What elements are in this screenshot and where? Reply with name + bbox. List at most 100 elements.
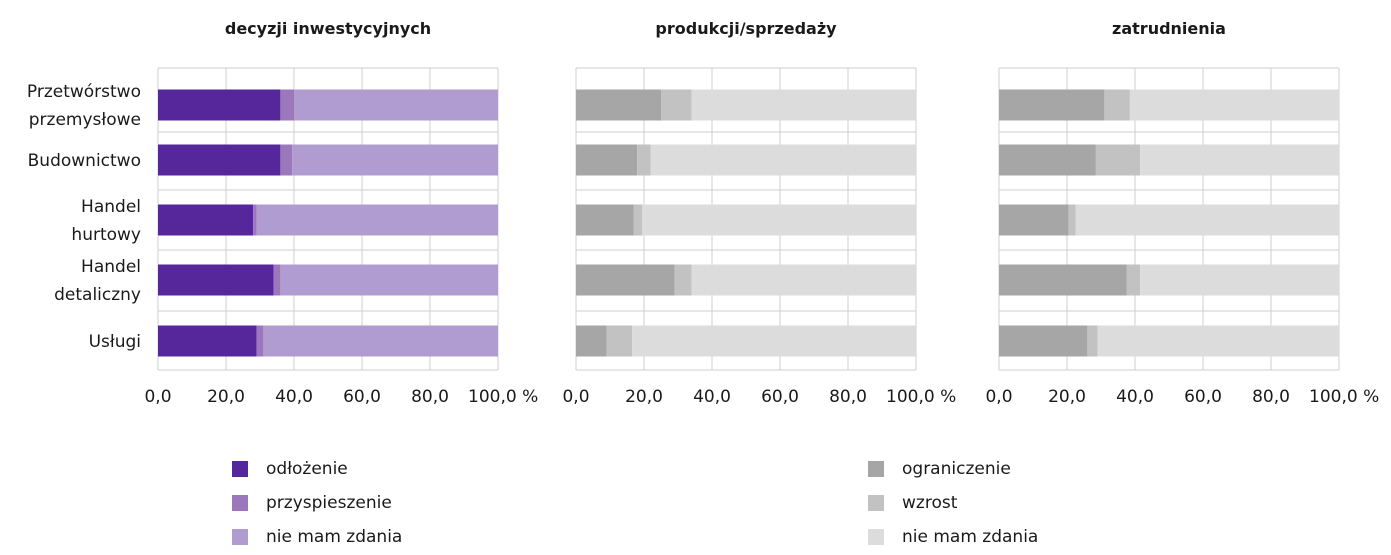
bar-segment [263,325,498,357]
legend-left: odłożenie przyspieszenie nie mam zdania [232,452,402,554]
bar-segment [1097,325,1339,357]
bar-segment [158,264,274,296]
category-label: Budownictwo [28,151,141,171]
bar-segment [1140,144,1339,176]
category-label-line: przemysłowe [29,110,141,130]
bar-segment [999,325,1088,357]
bar-segment [280,264,498,296]
legend-label: wzrost [902,493,958,513]
category-label: Usługi [89,332,141,352]
bar-segment [1140,264,1339,296]
legend-item: odłożenie [232,452,402,486]
bar-segment [1087,325,1098,357]
tick-label: 60,0 [1184,387,1222,407]
tick-label: 0,0 [562,387,589,407]
bar-segment [1126,264,1141,296]
bar-segment [256,204,498,236]
legend-item: ograniczenie [868,452,1038,486]
bar-segment [256,325,264,357]
category-label: Handel hurtowy [71,197,141,245]
bar-segment [633,204,643,236]
tick-label: 80,0 [829,387,867,407]
bar-segment [294,89,498,121]
legend-label: odłożenie [266,459,348,479]
category-label-line: Handel [81,197,141,217]
tick-label: 80,0 [411,387,449,407]
tick-label: 80,0 [1252,387,1290,407]
tick-label: 100,0 % [886,387,956,407]
legend-label: ograniczenie [902,459,1011,479]
tick-label: 100,0 % [468,387,538,407]
category-label-line: detaliczny [54,285,141,305]
bar-segment [661,89,692,121]
bar-segment [999,144,1096,176]
bar-segment [691,264,916,296]
legend-swatch [232,529,248,545]
category-label-line: Usługi [89,332,141,352]
bar-segment [674,264,692,296]
legend-label: nie mam zdania [266,527,403,547]
bar-segment [158,89,281,121]
tick-label: 40,0 [275,387,313,407]
bar-segment [637,144,651,176]
tick-label: 100,0 % [1309,387,1379,407]
bar-segment [576,325,607,357]
legend-label: przyspieszenie [266,493,392,513]
legend-swatch [868,461,884,477]
legend-item: nie mam zdania [232,520,402,554]
bar-segment [1068,204,1076,236]
bar-segment [999,89,1105,121]
bar-segment [650,144,916,176]
bar-segment [642,204,916,236]
tick-label: 0,0 [985,387,1012,407]
tick-label: 60,0 [761,387,799,407]
legend-right: ograniczenie wzrost nie mam zdania [868,452,1038,554]
bar-segment [1129,89,1339,121]
bar-segment [158,144,281,176]
bar-segment [632,325,916,357]
bar-segment [576,89,661,121]
bar-segment [999,264,1127,296]
bar-segment [292,144,498,176]
legend-label: nie mam zdania [902,527,1039,547]
category-label: Handel detaliczny [54,257,141,305]
chart-title: zatrudnienia [1112,19,1226,38]
bar-segment [576,144,638,176]
category-label-line: Handel [81,257,141,277]
bar-segment [280,89,294,121]
bar-segment [158,325,257,357]
bar-segment [606,325,633,357]
bar-segment [576,204,634,236]
category-label-line: hurtowy [71,225,141,245]
bar-segment [691,89,916,121]
legend-swatch [868,529,884,545]
tick-label: 0,0 [144,387,171,407]
bar-segment [1095,144,1141,176]
bar-segment [253,204,257,236]
legend-item: nie mam zdania [868,520,1038,554]
category-label-line: Budownictwo [28,151,141,171]
legend-swatch [232,461,248,477]
legend-item: przyspieszenie [232,486,402,520]
bar-segment [158,204,254,236]
tick-label: 60,0 [343,387,381,407]
chart-title: produkcji/sprzedaży [655,19,837,38]
tick-label: 20,0 [625,387,663,407]
legend-swatch [232,495,248,511]
bar-segment [280,144,293,176]
tick-label: 20,0 [207,387,245,407]
bar-segment [1104,89,1130,121]
bar-segment [999,204,1069,236]
category-label: Przetwórstwo przemysłowe [27,82,141,130]
chart-title: decyzji inwestycyjnych [225,19,431,38]
category-label-line: Przetwórstwo [27,82,141,102]
bar-segment [1075,204,1339,236]
legend-item: wzrost [868,486,1038,520]
bar-segment [273,264,281,296]
tick-label: 20,0 [1048,387,1086,407]
legend-swatch [868,495,884,511]
tick-label: 40,0 [693,387,731,407]
bar-segment [576,264,675,296]
tick-label: 40,0 [1116,387,1154,407]
